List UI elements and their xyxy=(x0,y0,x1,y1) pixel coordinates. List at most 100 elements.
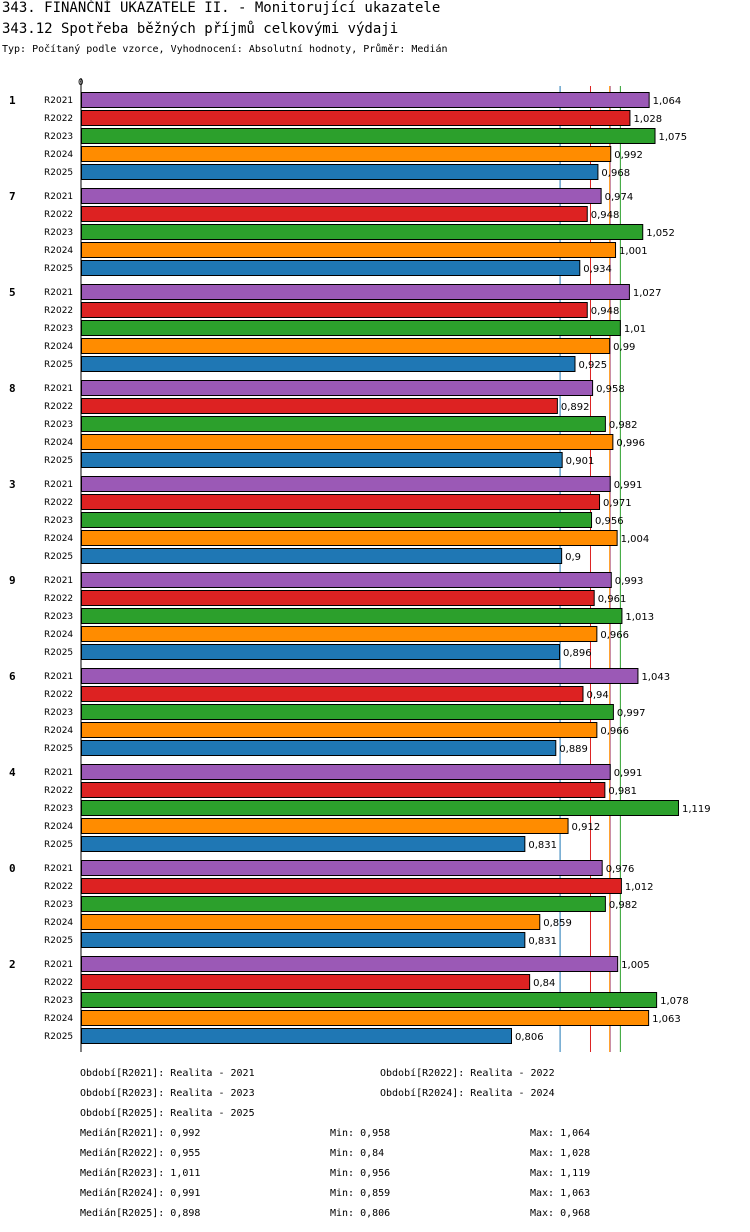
chart-type-line: Typ: Počítaný podle vzorce, Vyhodnocení:… xyxy=(2,44,448,55)
legend-period-r2021: Období[R2021]: Realita - 2021 xyxy=(80,1068,255,1079)
category-label-9-r2022: R2022 xyxy=(44,594,73,604)
group-label-6: 6 xyxy=(9,670,16,683)
bar-1-r2025 xyxy=(81,164,599,180)
bar-2-r2023 xyxy=(81,992,658,1008)
bar-2-r2021 xyxy=(81,956,619,972)
category-label-4-r2022: R2022 xyxy=(44,786,73,796)
data-label-6-r2024: 0,966 xyxy=(600,726,629,737)
category-label-8-r2024: R2024 xyxy=(44,438,73,448)
data-label-3-r2023: 0,956 xyxy=(595,516,624,527)
stat-min-r2025: Min: 0,806 xyxy=(330,1208,391,1219)
group-label-5: 5 xyxy=(9,286,16,299)
bar-7-r2021 xyxy=(81,188,602,204)
data-label-2-r2021: 1,005 xyxy=(621,960,650,971)
data-label-5-r2021: 1,027 xyxy=(633,288,662,299)
group-label-1: 1 xyxy=(9,94,16,107)
data-label-0-r2023: 0,982 xyxy=(609,900,638,911)
bar-0-r2025 xyxy=(81,932,526,948)
data-label-2-r2024: 1,063 xyxy=(652,1014,681,1025)
category-label-5-r2022: R2022 xyxy=(44,306,73,316)
category-label-0-r2025: R2025 xyxy=(44,936,73,946)
bar-7-r2024 xyxy=(81,242,617,258)
data-label-0-r2022: 1,012 xyxy=(625,882,654,893)
stat-min-r2022: Min: 0,84 xyxy=(330,1148,385,1159)
bar-3-r2025 xyxy=(81,548,563,564)
category-label-8-r2022: R2022 xyxy=(44,402,73,412)
data-label-9-r2022: 0,961 xyxy=(598,594,627,605)
data-label-6-r2022: 0,94 xyxy=(586,690,608,701)
bar-6-r2022 xyxy=(81,686,584,702)
category-label-4-r2024: R2024 xyxy=(44,822,73,832)
chart-title: 343.12 Spotřeba běžných příjmů celkovými… xyxy=(2,21,399,37)
category-label-3-r2023: R2023 xyxy=(44,516,73,526)
bar-4-r2021 xyxy=(81,764,611,780)
data-label-1-r2024: 0,992 xyxy=(614,150,643,161)
category-label-8-r2021: R2021 xyxy=(44,384,73,394)
category-label-9-r2021: R2021 xyxy=(44,576,73,586)
data-label-2-r2022: 0,84 xyxy=(533,978,555,989)
bar-9-r2022 xyxy=(81,590,595,606)
stat-median-r2022: Medián[R2022]: 0,955 xyxy=(80,1148,201,1159)
data-label-5-r2022: 0,948 xyxy=(591,306,620,317)
data-label-8-r2023: 0,982 xyxy=(609,420,638,431)
data-label-2-r2023: 1,078 xyxy=(660,996,689,1007)
data-label-5-r2025: 0,925 xyxy=(578,360,607,371)
group-label-8: 8 xyxy=(9,382,16,395)
legend-period-r2025: Období[R2025]: Realita - 2025 xyxy=(80,1108,255,1119)
bar-5-r2021 xyxy=(81,284,630,300)
bar-8-r2023 xyxy=(81,416,606,432)
stat-median-r2023: Medián[R2023]: 1,011 xyxy=(80,1168,201,1179)
category-label-5-r2023: R2023 xyxy=(44,324,73,334)
data-label-3-r2022: 0,971 xyxy=(603,498,632,509)
data-label-8-r2021: 0,958 xyxy=(596,384,625,395)
category-label-3-r2025: R2025 xyxy=(44,552,73,562)
data-label-3-r2024: 1,004 xyxy=(621,534,650,545)
category-label-9-r2024: R2024 xyxy=(44,630,73,640)
category-label-0-r2022: R2022 xyxy=(44,882,73,892)
category-label-3-r2021: R2021 xyxy=(44,480,73,490)
bar-0-r2022 xyxy=(81,878,622,894)
stat-median-r2025: Medián[R2025]: 0,898 xyxy=(80,1208,201,1219)
bar-7-r2022 xyxy=(81,206,588,222)
category-label-1-r2025: R2025 xyxy=(44,168,73,178)
stat-median-r2024: Medián[R2024]: 0,991 xyxy=(80,1188,201,1199)
data-label-1-r2022: 1,028 xyxy=(633,114,662,125)
stat-max-r2025: Max: 0,968 xyxy=(530,1208,591,1219)
legend-period-r2022: Období[R2022]: Realita - 2022 xyxy=(380,1068,555,1079)
bar-3-r2023 xyxy=(81,512,593,528)
bar-1-r2023 xyxy=(81,128,656,144)
category-label-2-r2025: R2025 xyxy=(44,1032,73,1042)
category-label-1-r2024: R2024 xyxy=(44,150,73,160)
data-label-4-r2021: 0,991 xyxy=(614,768,643,779)
bar-0-r2021 xyxy=(81,860,603,876)
bar-1-r2022 xyxy=(81,110,631,126)
bar-3-r2021 xyxy=(81,476,611,492)
bar-2-r2024 xyxy=(81,1010,650,1026)
data-label-0-r2021: 0,976 xyxy=(606,864,635,875)
bar-1-r2024 xyxy=(81,146,612,162)
bar-8-r2021 xyxy=(81,380,594,396)
data-label-3-r2021: 0,991 xyxy=(614,480,643,491)
stat-max-r2021: Max: 1,064 xyxy=(530,1128,591,1139)
category-label-7-r2023: R2023 xyxy=(44,228,73,238)
page-title: 343. FINANČNÍ UKAZATELE II. - Monitorují… xyxy=(2,0,441,16)
bar-7-r2025 xyxy=(81,260,581,276)
bar-6-r2025 xyxy=(81,740,557,756)
data-label-9-r2024: 0,966 xyxy=(600,630,629,641)
data-label-4-r2022: 0,981 xyxy=(608,786,637,797)
category-label-4-r2023: R2023 xyxy=(44,804,73,814)
category-label-8-r2023: R2023 xyxy=(44,420,73,430)
data-label-4-r2023: 1,119 xyxy=(682,804,711,815)
bar-4-r2025 xyxy=(81,836,526,852)
category-label-0-r2021: R2021 xyxy=(44,864,73,874)
category-label-4-r2025: R2025 xyxy=(44,840,73,850)
data-label-5-r2023: 1,01 xyxy=(624,324,646,335)
stat-max-r2022: Max: 1,028 xyxy=(530,1148,591,1159)
group-label-0: 0 xyxy=(9,862,16,875)
bar-4-r2024 xyxy=(81,818,569,834)
data-label-1-r2025: 0,968 xyxy=(601,168,630,179)
category-label-5-r2025: R2025 xyxy=(44,360,73,370)
category-label-7-r2025: R2025 xyxy=(44,264,73,274)
category-label-1-r2023: R2023 xyxy=(44,132,73,142)
bar-chart: 0 1 R2021 1,064 R2022 1,028 R2023 1,075 R2024 0,9… xyxy=(9,78,711,1052)
